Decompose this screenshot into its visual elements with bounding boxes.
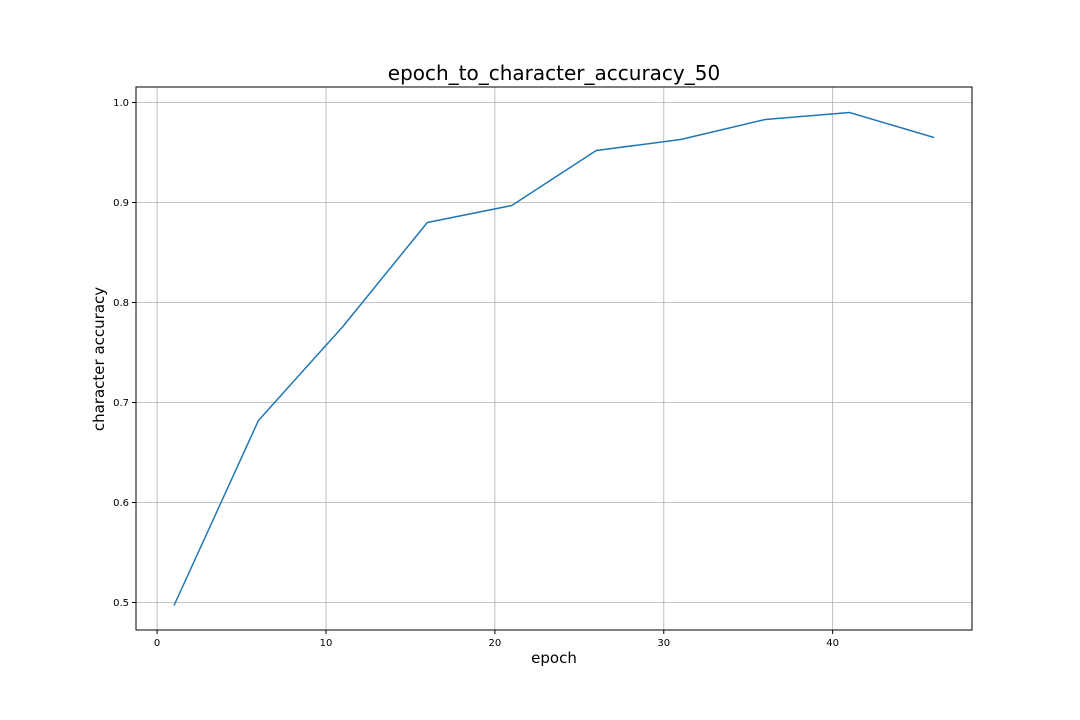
y-axis-title: character accuracy	[90, 287, 108, 431]
y-tick-label: 0.6	[113, 498, 129, 509]
y-axis-ticks: 0.5 0.6 0.7 0.8 0.9 1.0	[113, 98, 136, 609]
x-tick-label: 40	[826, 638, 839, 649]
chart-title: epoch_to_character_accuracy_50	[388, 61, 720, 85]
y-tick-label: 0.8	[113, 298, 129, 309]
x-tick-label: 10	[320, 638, 333, 649]
series-layer	[173, 111, 935, 606]
y-tick-label: 0.7	[113, 398, 129, 409]
x-axis-ticks: 0 10 20 30 40	[154, 630, 839, 649]
y-tick-label: 0.9	[113, 198, 129, 209]
x-axis-title: epoch	[531, 649, 577, 667]
y-tick-label: 1.0	[113, 98, 129, 109]
x-tick-label: 30	[657, 638, 670, 649]
series-line	[173, 111, 935, 606]
plot-frame	[135, 86, 973, 631]
y-tick-label: 0.5	[113, 598, 129, 609]
x-tick-label: 0	[154, 638, 160, 649]
grid	[136, 87, 972, 630]
x-tick-label: 20	[489, 638, 502, 649]
